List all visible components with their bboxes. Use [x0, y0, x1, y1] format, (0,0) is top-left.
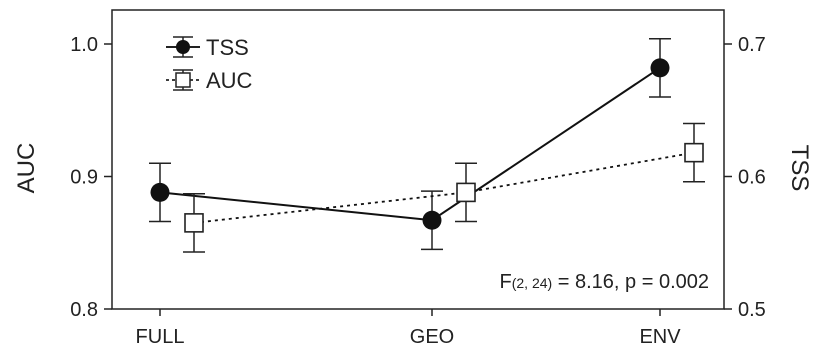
series-layer [149, 37, 705, 253]
plot-frame [111, 9, 725, 310]
tss-point-0 [150, 182, 170, 202]
left-tick-label-1: 0.9 [70, 167, 98, 189]
x-tick-label-geo: GEO [410, 326, 454, 348]
statistics-annotation: F(2, 24) = 8.16, p = 0.002 [500, 271, 709, 293]
annotation-rest: = 8.16, p = 0.002 [552, 271, 709, 293]
legend-auc-marker [175, 72, 191, 88]
annotation-subscript: (2, 24) [512, 275, 552, 291]
left-tick-label-2: 1.0 [70, 34, 98, 56]
left-axis: 0.8 0.9 1.0 [70, 34, 112, 321]
left-tick-label-0: 0.8 [70, 299, 98, 321]
auc-point-1 [456, 182, 476, 203]
right-tick-label-0: 0.5 [738, 299, 766, 321]
legend-tss-label: TSS [206, 35, 249, 60]
annotation-prefix: F [500, 271, 512, 293]
auc-point-0 [184, 213, 204, 233]
tss-point-1 [422, 210, 442, 230]
x-tick-label-env: ENV [639, 326, 681, 348]
tss-point-2 [650, 58, 670, 78]
legend: TSS AUC [166, 35, 253, 93]
right-axis-label: TSS [786, 145, 813, 192]
right-tick-label-2: 0.7 [738, 34, 766, 56]
x-axis: FULL GEO ENV [136, 309, 681, 348]
right-axis: 0.5 0.6 0.7 [724, 34, 766, 321]
legend-tss-marker [176, 40, 190, 54]
right-tick-label-1: 0.6 [738, 167, 766, 189]
legend-auc-label: AUC [206, 68, 253, 93]
left-axis-label: AUC [13, 143, 40, 194]
auc-point-2 [684, 142, 704, 163]
x-tick-label-full: FULL [136, 326, 185, 348]
